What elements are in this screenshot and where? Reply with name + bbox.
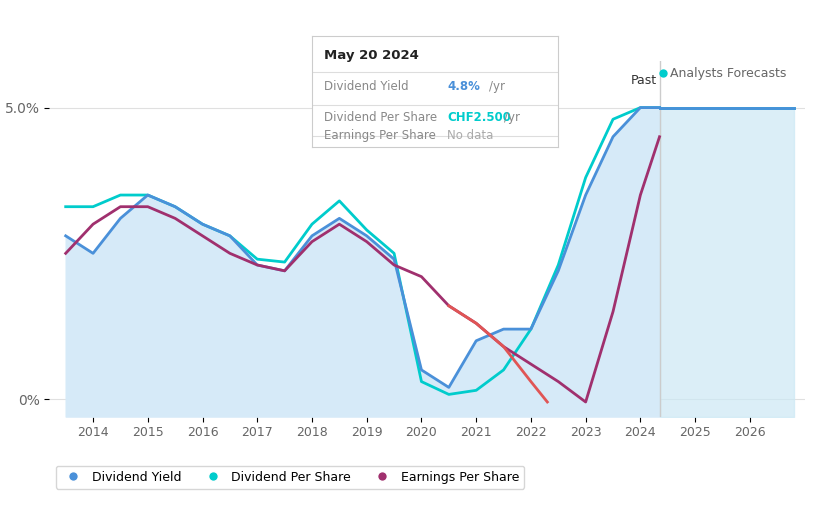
Text: May 20 2024: May 20 2024 bbox=[324, 49, 420, 62]
Text: /yr: /yr bbox=[489, 80, 505, 93]
Text: /yr: /yr bbox=[504, 111, 520, 123]
Text: 4.8%: 4.8% bbox=[447, 80, 480, 93]
Text: Dividend Yield: Dividend Yield bbox=[324, 80, 409, 93]
Text: Earnings Per Share: Earnings Per Share bbox=[324, 129, 436, 142]
Text: Past: Past bbox=[631, 75, 657, 87]
Text: CHF2.500: CHF2.500 bbox=[447, 111, 511, 123]
Text: Analysts Forecasts: Analysts Forecasts bbox=[670, 67, 787, 80]
Legend: Dividend Yield, Dividend Per Share, Earnings Per Share: Dividend Yield, Dividend Per Share, Earn… bbox=[56, 465, 525, 489]
Text: No data: No data bbox=[447, 129, 493, 142]
Text: Dividend Per Share: Dividend Per Share bbox=[324, 111, 438, 123]
